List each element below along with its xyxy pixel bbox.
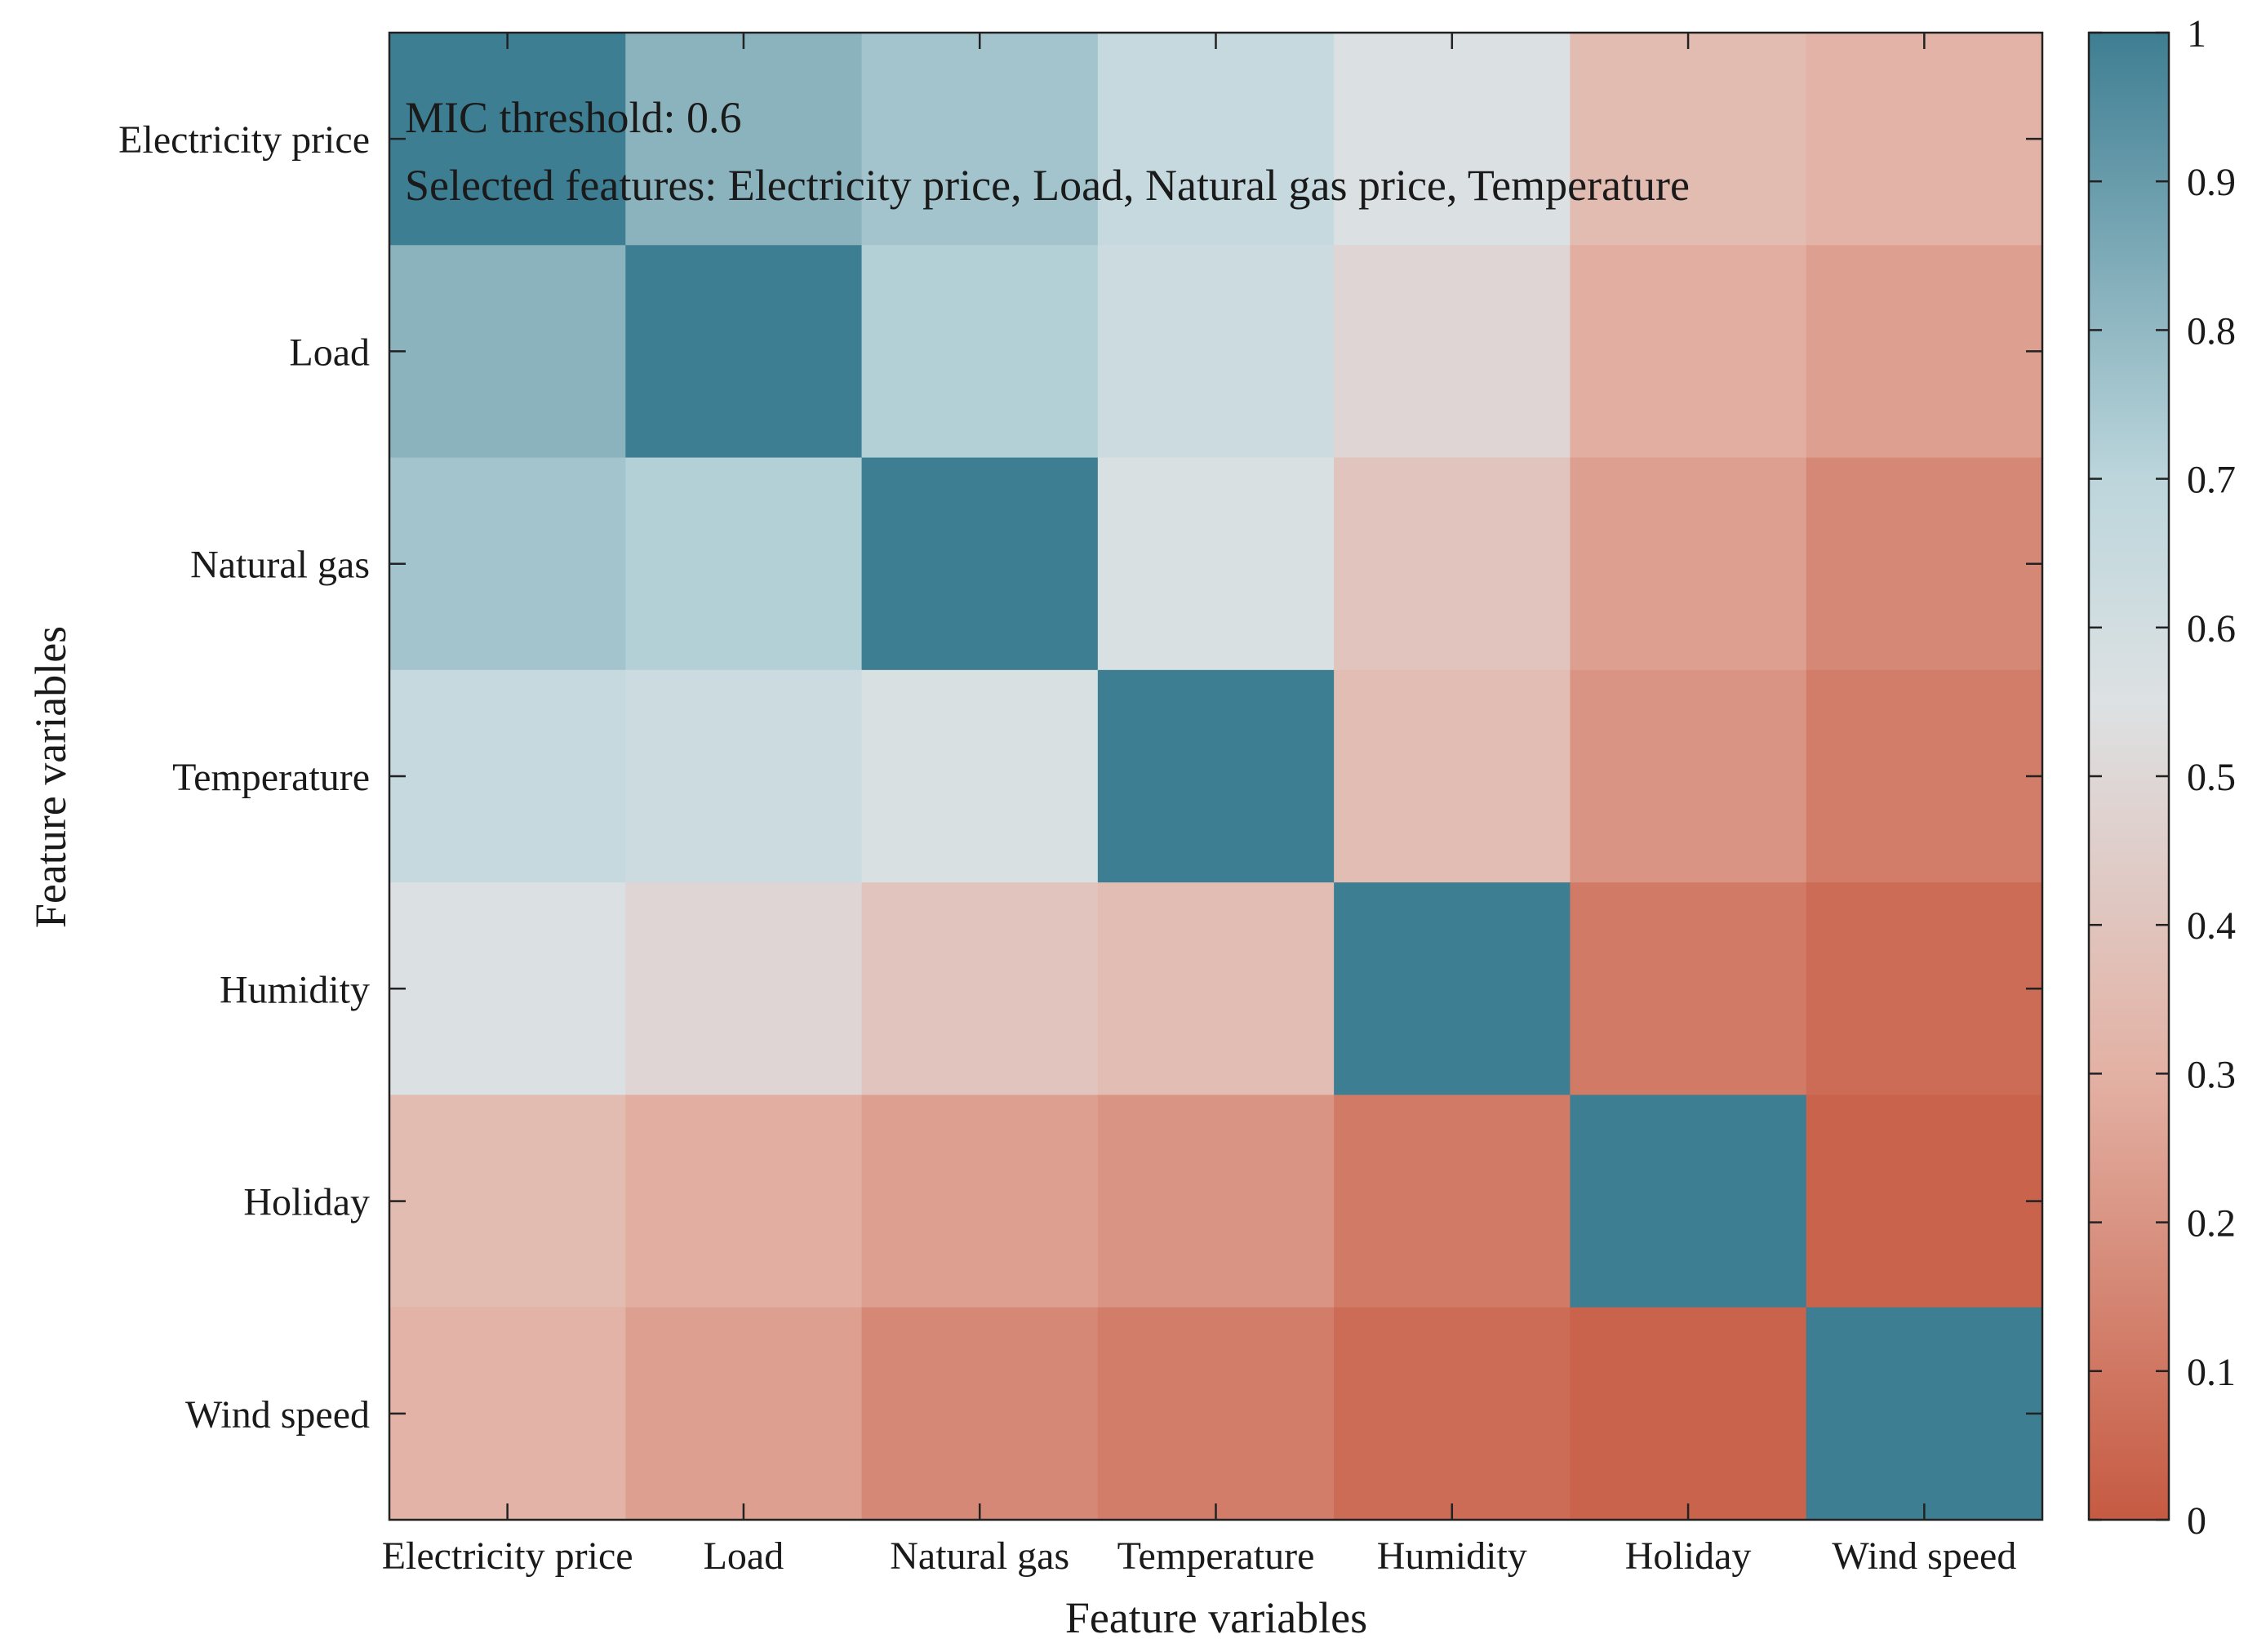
y-tick-label: Electricity price [118,118,370,162]
heatmap-cell [625,1307,863,1521]
heatmap-cell [1570,1307,1807,1521]
colorbar-tick-label: 0.7 [2187,459,2236,502]
heatmap-cell [1806,245,2043,459]
heatmap-cell [861,669,1099,883]
heatmap-cell [861,33,1099,246]
heatmap-cell [1097,245,1335,459]
heatmap-cell [1570,33,1807,246]
heatmap-cell [625,1095,863,1308]
heatmap-cell [1806,1095,2043,1308]
x-tick-label: Load [704,1534,784,1578]
heatmap-cell [861,1307,1099,1521]
heatmap-cell [1097,882,1335,1096]
heatmap-cell [861,882,1099,1096]
y-tick-label: Temperature [172,756,370,799]
heatmap-cell [625,882,863,1096]
heatmap-cell [1334,1095,1571,1308]
y-tick-label: Natural gas [190,544,370,587]
heatmap-cell [1570,457,1807,671]
y-tick-labels: Electricity price Load Natural gas Temperat… [118,118,370,1437]
heatmap-cell [1334,882,1571,1096]
heatmap-cell [1334,1307,1571,1521]
heatmap-cell [389,1095,626,1308]
heatmap-cells [389,33,2043,1521]
colorbar-tick-label: 0.5 [2187,756,2236,799]
x-tick-label: Natural gas [890,1534,1069,1578]
heatmap-cell [1097,1307,1335,1521]
heatmap-cell [861,457,1099,671]
x-tick-labels: Electricity price Load Natural gas Temperat… [382,1534,2017,1578]
heatmap-cell [1570,882,1807,1096]
heatmap-cell [625,245,863,459]
axis-ticks [389,33,2042,1520]
heatmap-cell [389,882,626,1096]
heatmap-cell [1806,669,2043,883]
colorbar-ticks: 0 0.1 0.2 0.3 0.4 0.5 0.6 0.7 0.8 0.9 1 [2089,12,2236,1543]
heatmap-cell [861,1095,1099,1308]
heatmap-cell [625,669,863,883]
colorbar-tick-label: 0 [2187,1499,2206,1543]
heatmap-cell [1806,882,2043,1096]
heatmap-cell [1334,457,1571,671]
heatmap-cell [389,33,626,246]
heatmap-cell [625,33,863,246]
heatmap-cell [1570,245,1807,459]
y-axis-label: Feature variables [26,626,75,928]
colorbar-tick-label: 0.1 [2187,1351,2236,1394]
x-tick-label: Wind speed [1832,1534,2016,1578]
colorbar-tick-label: 1 [2187,12,2206,56]
x-tick-label: Temperature [1117,1534,1315,1578]
colorbar-tick-label: 0.2 [2187,1202,2236,1246]
y-tick-label: Wind speed [185,1393,370,1437]
heatmap-cell [389,245,626,459]
colorbar-tick-label: 0.9 [2187,161,2236,204]
x-tick-label: Humidity [1377,1534,1527,1578]
heatmap-cell [1334,245,1571,459]
annotation-threshold: MIC threshold: 0.6 [405,93,742,142]
colorbar-tick-label: 0.6 [2187,607,2236,651]
heatmap-cell [389,457,626,671]
heatmap-cell [389,1307,626,1521]
heatmap-cell [1806,457,2043,671]
annotation-selected-features: Selected features: Electricity price, Lo… [405,161,1690,210]
x-tick-label: Holiday [1625,1534,1752,1578]
heatmap-cell [1097,457,1335,671]
heatmap-cell [1334,33,1571,246]
y-tick-label: Humidity [220,968,370,1011]
colorbar-tick-label: 0.3 [2187,1053,2236,1096]
y-tick-label: Load [289,331,370,374]
heatmap-cell [1334,669,1571,883]
heatmap-cell [389,669,626,883]
heatmap-cell [625,457,863,671]
colorbar-tick-label: 0.8 [2187,309,2236,353]
heatmap-cell [1097,33,1335,246]
x-axis-label: Feature variables [1065,1593,1367,1642]
colorbar-tick-label: 0.4 [2187,904,2236,948]
heatmap-cell [1806,33,2043,246]
x-tick-label: Electricity price [382,1534,633,1578]
heatmap-cell [1097,669,1335,883]
heatmap-cell [1806,1307,2043,1521]
y-tick-label: Holiday [243,1181,370,1224]
heatmap-cell [861,245,1099,459]
heatmap-cell [1570,669,1807,883]
heatmap-cell [1097,1095,1335,1308]
heatmap-cell [1570,1095,1807,1308]
